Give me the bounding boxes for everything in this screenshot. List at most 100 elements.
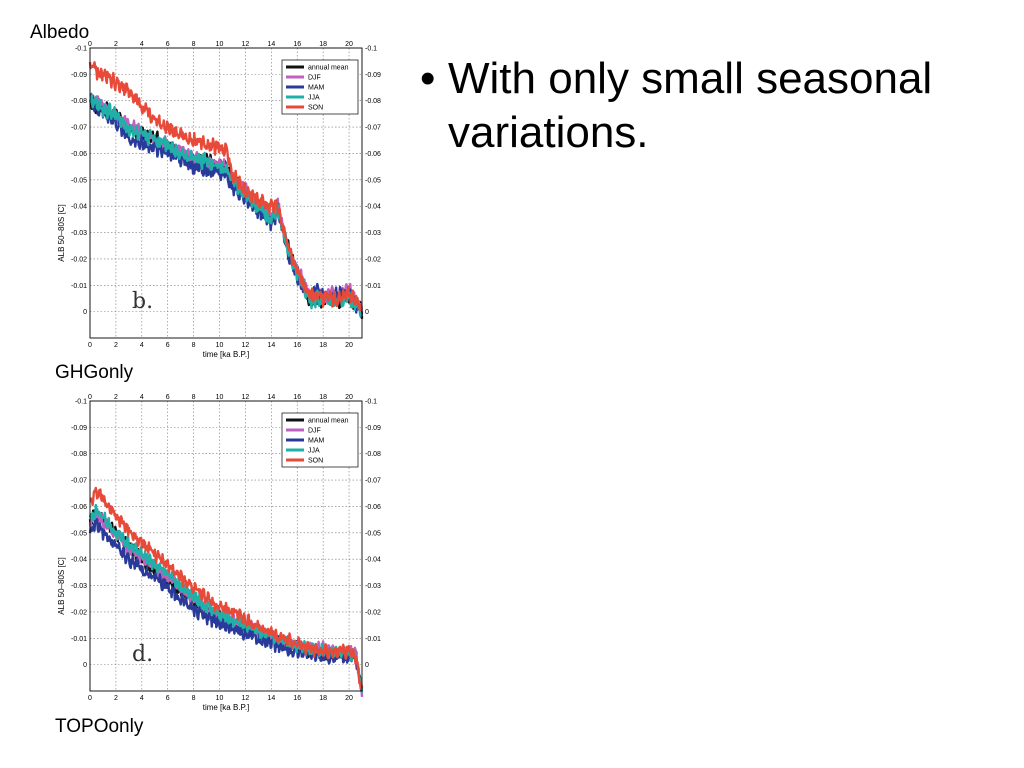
legend-entry: MAM (308, 85, 325, 92)
x-tick-label: 20 (345, 695, 353, 702)
y-tick-label: -0.03 (71, 230, 87, 237)
plot-frame (89, 400, 363, 692)
legend-entry: SON (308, 105, 323, 112)
x-tick-label-top: 4 (140, 394, 144, 401)
bullet-text: With only small seasonal variations. (448, 54, 933, 157)
x-axis-label: time [ka B.P.] (203, 703, 250, 712)
y-tick-label-right: -0.03 (365, 230, 381, 237)
x-tick-label: 4 (140, 695, 144, 702)
x-tick-label-top: 14 (267, 41, 275, 48)
legend-entry: SON (308, 458, 323, 465)
series-line-jja (88, 94, 363, 317)
x-tick-label-top: 10 (216, 41, 224, 48)
y-axis-label: ALB 50–80S [C] (57, 204, 66, 261)
legend-entry: JJA (308, 95, 320, 102)
x-tick-label: 20 (345, 342, 353, 349)
y-tick-label: -0.08 (71, 451, 87, 458)
y-tick-label: -0.02 (71, 256, 87, 263)
y-tick-label: -0.1 (75, 399, 87, 406)
x-tick-label-top: 10 (216, 394, 224, 401)
series-line-mam (89, 93, 364, 318)
y-tick-label-right: -0.02 (365, 609, 381, 616)
y-tick-label-right: -0.08 (365, 451, 381, 458)
y-tick-label-right: 0 (365, 309, 369, 316)
y-tick-label-right: -0.1 (365, 46, 377, 53)
bullet-list: • With only small seasonal variations. (420, 52, 1000, 160)
x-tick-label-top: 12 (242, 394, 250, 401)
y-tick-label-right: -0.01 (365, 283, 381, 290)
caption-topoonly: TOPOonly (55, 716, 144, 737)
chart-panel-b: 0 0 2 2 4 4 6 6 8 8 10 10 12 12 14 14 16 16 18 18 20 20 -0.1 -0… (57, 41, 381, 359)
x-tick-label: 10 (216, 695, 224, 702)
x-tick-label: 18 (319, 342, 327, 349)
y-tick-label: -0.06 (71, 504, 87, 511)
x-tick-label-top: 8 (192, 41, 196, 48)
chart-panel-d: 0 0 2 2 4 4 6 6 8 8 10 10 12 12 14 14 16 16 18 18 20 20 -0.1 -0… (57, 394, 381, 712)
y-tick-label-right: -0.04 (365, 204, 381, 211)
legend-entry: JJA (308, 448, 320, 455)
y-tick-label: -0.09 (71, 72, 87, 79)
y-tick-label-right: -0.09 (365, 72, 381, 79)
x-tick-label-top: 18 (319, 394, 327, 401)
y-tick-label: -0.05 (71, 177, 87, 184)
x-tick-label: 16 (293, 342, 301, 349)
x-tick-label: 10 (216, 342, 224, 349)
x-tick-label: 12 (242, 342, 250, 349)
x-tick-label-top: 20 (345, 41, 353, 48)
y-tick-label-right: -0.04 (365, 557, 381, 564)
x-tick-label: 18 (319, 695, 327, 702)
x-tick-label-top: 14 (267, 394, 275, 401)
x-tick-label-top: 6 (166, 41, 170, 48)
x-tick-label: 2 (114, 342, 118, 349)
x-tick-label-top: 20 (345, 394, 353, 401)
y-tick-label-right: -0.06 (365, 151, 381, 158)
x-axis-label: time [ka B.P.] (203, 350, 250, 359)
legend: annual mean DJF MAM JJA SON (281, 412, 359, 468)
y-tick-label: -0.07 (71, 125, 87, 132)
legend-entry: DJF (308, 428, 321, 435)
x-tick-label-top: 2 (114, 41, 118, 48)
y-tick-label: -0.07 (71, 478, 87, 485)
x-tick-label-top: 0 (88, 394, 92, 401)
y-tick-label-right: -0.05 (365, 177, 381, 184)
y-tick-label: -0.06 (71, 151, 87, 158)
y-tick-label-right: -0.1 (365, 399, 377, 406)
series-line-annual-mean (88, 509, 364, 692)
y-tick-label: 0 (83, 662, 87, 669)
y-tick-label-right: 0 (365, 662, 369, 669)
panel-label: b. (132, 289, 153, 314)
series-line-son (89, 486, 364, 690)
y-tick-label-right: -0.01 (365, 636, 381, 643)
y-axis-label: ALB 50–80S [C] (57, 557, 66, 614)
x-tick-label: 0 (88, 695, 92, 702)
x-tick-label: 6 (166, 342, 170, 349)
legend-entry: annual mean (308, 418, 349, 425)
x-tick-label: 16 (293, 695, 301, 702)
y-tick-label: -0.04 (71, 204, 87, 211)
y-tick-label: -0.08 (71, 98, 87, 105)
y-tick-label: -0.01 (71, 283, 87, 290)
series-line-son (88, 61, 363, 312)
x-tick-label: 8 (192, 342, 196, 349)
x-tick-label-top: 12 (242, 41, 250, 48)
x-tick-label: 0 (88, 342, 92, 349)
x-tick-label-top: 2 (114, 394, 118, 401)
x-tick-label: 4 (140, 342, 144, 349)
legend: annual mean DJF MAM JJA SON (281, 59, 359, 115)
y-tick-label-right: -0.07 (365, 478, 381, 485)
legend-entry: MAM (308, 438, 325, 445)
x-tick-label: 8 (192, 695, 196, 702)
x-tick-label-top: 18 (319, 41, 327, 48)
y-tick-label-right: -0.09 (365, 425, 381, 432)
y-tick-label: -0.03 (71, 583, 87, 590)
y-tick-label: -0.01 (71, 636, 87, 643)
x-tick-label: 12 (242, 695, 250, 702)
y-tick-label-right: -0.02 (365, 256, 381, 263)
panel-label: d. (132, 642, 153, 667)
legend-entry: annual mean (308, 65, 349, 72)
y-tick-label: -0.02 (71, 609, 87, 616)
y-tick-label-right: -0.07 (365, 125, 381, 132)
x-tick-label-top: 0 (88, 41, 92, 48)
caption-albedo: Albedo (30, 22, 90, 43)
legend-entry: DJF (308, 75, 321, 82)
